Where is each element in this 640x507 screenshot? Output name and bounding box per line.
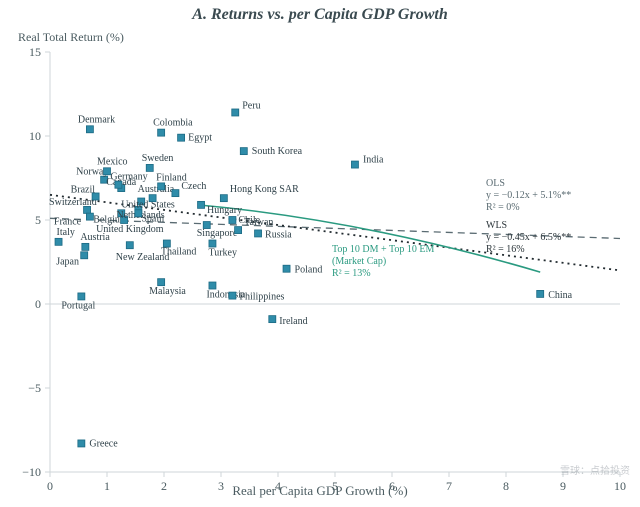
data-point [220, 195, 227, 202]
data-point-label: Malaysia [149, 286, 186, 297]
data-point [146, 164, 153, 171]
data-point [209, 282, 216, 289]
data-point [255, 230, 262, 237]
data-point [351, 161, 358, 168]
fit-annotation: y = −0.45x + 6.5%** [486, 232, 571, 243]
data-point [229, 292, 236, 299]
data-point [240, 148, 247, 155]
fit-annotation: WLS [486, 220, 507, 231]
fit-annotation: R² = 16% [486, 244, 525, 255]
data-point [78, 440, 85, 447]
data-point [158, 183, 165, 190]
svg-text:5: 5 [35, 213, 41, 227]
data-point-label: Japan [56, 256, 79, 267]
data-point-label: Colombia [153, 118, 193, 129]
chart-container: A. Returns vs. per Capita GDP Growth Rea… [0, 0, 640, 507]
data-point-label: Peru [242, 100, 260, 111]
data-point-label: Thailand [161, 247, 197, 258]
data-point [283, 265, 290, 272]
data-point [149, 195, 156, 202]
data-point [158, 129, 165, 136]
data-point [158, 279, 165, 286]
data-point-label: Germany [110, 172, 147, 183]
data-point-label: Russia [265, 229, 292, 240]
data-point [269, 316, 276, 323]
data-point-label: Hong Kong SAR [230, 184, 299, 195]
data-point [86, 126, 93, 133]
data-point [229, 217, 236, 224]
data-point-label: Czech [181, 181, 206, 192]
data-point-label: Poland [295, 265, 323, 276]
svg-text:−5: −5 [28, 381, 41, 395]
data-point-label: Sweden [142, 153, 174, 164]
data-point-label: Australia [138, 184, 175, 195]
data-point-label: Brazil [71, 184, 96, 195]
data-point-label: Greece [89, 438, 118, 449]
data-point [172, 190, 179, 197]
data-point [209, 240, 216, 247]
data-point-label: France [54, 217, 82, 228]
data-point-label: Singapore [197, 228, 238, 239]
fit-annotation: Top 10 DM + Top 10 EM [332, 244, 435, 255]
data-point [198, 201, 205, 208]
fit-annotation: R² = 13% [332, 268, 371, 279]
fit-annotation: y = −0.12x + 5.1%** [486, 190, 571, 201]
fit-annotation: R² = 0% [486, 202, 520, 213]
data-point-label: China [548, 290, 572, 301]
data-point [235, 227, 242, 234]
data-point [55, 238, 62, 245]
data-point [82, 243, 89, 250]
data-point [126, 242, 133, 249]
data-point-label: Spain [141, 213, 164, 224]
fit-annotation: OLS [486, 178, 505, 189]
data-point-label: Egypt [188, 133, 212, 144]
data-point-label: United States [121, 200, 175, 211]
svg-text:10: 10 [29, 129, 41, 143]
data-point [81, 252, 88, 259]
svg-text:0: 0 [35, 297, 41, 311]
data-point-label: Taiwan [244, 217, 273, 228]
data-point-label: Philippines [239, 292, 284, 303]
scatter-plot: 012345678910−10−5051015ItalyGreecePortug… [0, 0, 640, 507]
data-point [178, 134, 185, 141]
data-point-label: Mexico [97, 156, 128, 167]
data-point-label: South Korea [252, 146, 303, 157]
data-point-label: Hungary [207, 205, 242, 216]
chart-title: A. Returns vs. per Capita GDP Growth [0, 6, 640, 24]
data-point-label: India [363, 155, 384, 166]
svg-text:15: 15 [29, 45, 41, 59]
x-axis-title: Real per Capita GDP Growth (%) [0, 483, 640, 499]
data-point-label: Ireland [279, 316, 307, 327]
data-point [78, 293, 85, 300]
watermark: 雪球：点拾投资 [560, 462, 630, 477]
data-point [232, 109, 239, 116]
data-point-label: Italy [57, 227, 75, 238]
fit-annotation: (Market Cap) [332, 256, 386, 267]
data-point-label: United Kingdom [96, 224, 164, 235]
data-point-label: Portugal [61, 300, 95, 311]
data-point-label: Denmark [78, 114, 115, 125]
data-point [537, 290, 544, 297]
data-point-label: Turkey [208, 248, 237, 259]
data-point-label: Switzerland [49, 197, 97, 208]
y-axis-title: Real Total Return (%) [18, 30, 124, 45]
svg-text:−10: −10 [22, 465, 41, 479]
